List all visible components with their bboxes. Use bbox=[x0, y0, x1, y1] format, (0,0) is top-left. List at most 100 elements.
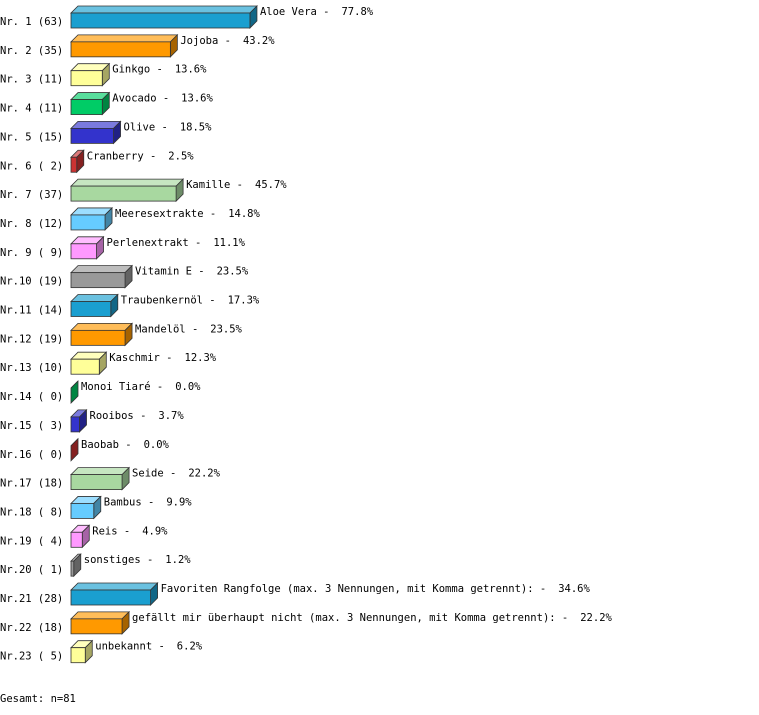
bar-label: Rooibos - 3.7% bbox=[90, 410, 185, 422]
value-label: 13.6% bbox=[175, 64, 207, 76]
bar-label: Bambus - 9.9% bbox=[104, 496, 193, 508]
row-label: Nr.20 ( 1) bbox=[0, 564, 63, 576]
row-label: Nr.14 ( 0) bbox=[0, 391, 63, 403]
bar-label: Aloe Vera - 77.8% bbox=[260, 6, 374, 18]
row-label: Nr.15 ( 3) bbox=[0, 420, 63, 432]
bar-name: Seide - bbox=[132, 468, 176, 480]
bar bbox=[70, 503, 95, 519]
bar-name: Mandelöl - bbox=[135, 323, 198, 335]
value-label: 23.5% bbox=[217, 266, 249, 278]
row-label: Nr. 6 ( 2) bbox=[0, 160, 63, 172]
bar-top bbox=[70, 322, 134, 331]
bar-name: Avocado - bbox=[112, 93, 169, 105]
row-label: Nr.12 (19) bbox=[0, 333, 63, 345]
bar-label: Seide - 22.2% bbox=[132, 468, 221, 480]
row-label: Nr.10 (19) bbox=[0, 276, 63, 288]
bar-label: Favoriten Rangfolge (max. 3 Nennungen, m… bbox=[161, 583, 591, 595]
bar-label: Perlenextrakt - 11.1% bbox=[107, 237, 246, 249]
row-label: Nr. 9 ( 9) bbox=[0, 247, 63, 259]
bar bbox=[70, 560, 75, 577]
bar-label: Kaschmir - 12.3% bbox=[109, 352, 217, 364]
row-label: Nr.22 (18) bbox=[0, 622, 63, 634]
value-label: 4.9% bbox=[142, 525, 168, 537]
row-label: Nr.23 ( 5) bbox=[0, 651, 63, 663]
row-label: Nr.17 (18) bbox=[0, 478, 63, 490]
bar-name: Ginkgo - bbox=[112, 64, 163, 76]
bar-label: Reis - 4.9% bbox=[92, 525, 168, 537]
row-label: Nr. 3 (11) bbox=[0, 74, 63, 86]
value-label: 23.5% bbox=[210, 323, 242, 335]
bar-name: Favoriten Rangfolge (max. 3 Nennungen, m… bbox=[161, 583, 547, 595]
value-label: 1.2% bbox=[165, 554, 191, 566]
bar bbox=[70, 127, 114, 144]
bar-name: Rooibos - bbox=[90, 410, 147, 422]
value-label: 43.2% bbox=[243, 35, 275, 47]
bar-name: Monoi Tiaré - bbox=[81, 381, 163, 393]
row-label: Nr.11 (14) bbox=[0, 305, 63, 317]
bar bbox=[70, 41, 171, 58]
bar-name: Kamille - bbox=[186, 179, 243, 191]
value-label: 3.7% bbox=[158, 410, 184, 422]
row-label: Nr.19 ( 4) bbox=[0, 535, 63, 547]
bar-name: Reis - bbox=[92, 525, 130, 537]
value-label: 17.3% bbox=[228, 295, 260, 307]
bar-name: unbekannt - bbox=[95, 641, 165, 653]
row-label: Nr. 5 (15) bbox=[0, 131, 63, 143]
row-label: Nr.13 (10) bbox=[0, 362, 63, 374]
bar-label: gefällt mir überhaupt nicht (max. 3 Nenn… bbox=[132, 612, 612, 624]
bar-label: unbekannt - 6.2% bbox=[95, 641, 203, 653]
bar-top bbox=[70, 294, 119, 302]
bar-label: Cranberry - 2.5% bbox=[87, 150, 195, 162]
bar-top bbox=[70, 34, 179, 43]
value-label: 18.5% bbox=[180, 121, 212, 133]
bar bbox=[70, 272, 126, 289]
bar-name: sonstiges - bbox=[84, 554, 154, 566]
bar-label: Avocado - 13.6% bbox=[112, 93, 213, 105]
bar-name: Meeresextrakte - bbox=[115, 208, 216, 220]
row-label: Nr. 4 (11) bbox=[0, 103, 63, 115]
row-label: Nr.16 ( 0) bbox=[0, 449, 63, 461]
value-label: 2.5% bbox=[168, 150, 194, 162]
bar-name: Aloe Vera - bbox=[260, 6, 330, 18]
bar-name: Perlenextrakt - bbox=[107, 237, 202, 249]
value-label: 6.2% bbox=[177, 641, 203, 653]
bar-label: Olive - 18.5% bbox=[124, 121, 213, 133]
bar bbox=[70, 647, 86, 664]
bar-top bbox=[70, 582, 159, 591]
row-label: Nr. 8 (12) bbox=[0, 218, 63, 230]
bar-top bbox=[70, 5, 258, 14]
row-label: Nr.21 (28) bbox=[0, 593, 63, 605]
value-label: 22.2% bbox=[580, 612, 612, 624]
bar bbox=[70, 474, 123, 491]
bar-name: Jojoba - bbox=[180, 35, 231, 47]
value-label: 9.9% bbox=[166, 496, 192, 508]
bar-name: Kaschmir - bbox=[109, 352, 172, 364]
value-label: 0.0% bbox=[175, 381, 201, 393]
bar-top bbox=[70, 265, 134, 274]
row-label: Nr.18 ( 8) bbox=[0, 506, 63, 518]
bar bbox=[70, 358, 100, 375]
value-label: 22.2% bbox=[188, 468, 220, 480]
bar-label: sonstiges - 1.2% bbox=[84, 554, 192, 566]
bar bbox=[70, 618, 123, 635]
row-label: Nr. 7 (37) bbox=[0, 189, 63, 201]
value-label: 45.7% bbox=[255, 179, 287, 191]
value-label: 77.8% bbox=[341, 6, 373, 18]
bar-label: Meeresextrakte - 14.8% bbox=[115, 208, 260, 220]
bar-name: Baobab - bbox=[81, 439, 132, 451]
bar-label: Vitamin E - 23.5% bbox=[135, 266, 249, 278]
value-label: 34.6% bbox=[558, 583, 590, 595]
bar-top bbox=[70, 467, 131, 476]
bar bbox=[70, 531, 83, 548]
bar bbox=[70, 301, 112, 317]
bar-top bbox=[70, 121, 122, 129]
bar bbox=[70, 185, 177, 202]
bar bbox=[70, 156, 78, 173]
bar-name: Cranberry - bbox=[87, 150, 157, 162]
bar-label: Kamille - 45.7% bbox=[186, 179, 287, 191]
bar-label: Jojoba - 43.2% bbox=[180, 35, 275, 47]
bar bbox=[70, 99, 103, 115]
bar-name: Vitamin E - bbox=[135, 266, 205, 278]
